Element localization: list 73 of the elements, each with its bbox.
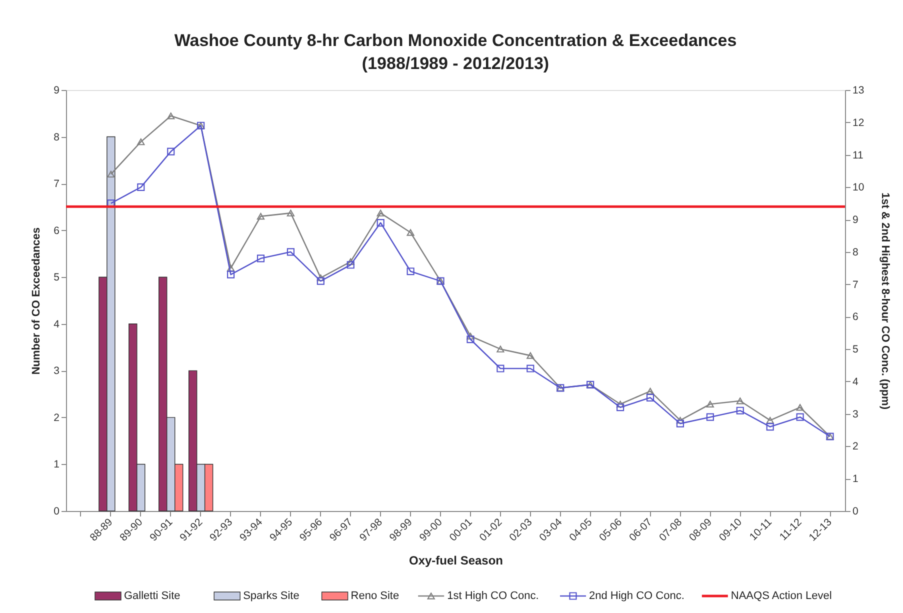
point <box>256 254 265 262</box>
point <box>227 264 235 272</box>
y-tick-label: 0 <box>54 506 60 518</box>
point <box>286 210 294 216</box>
point <box>496 364 504 372</box>
y-axis-title: Number of CO Exceedances <box>30 227 43 375</box>
y-tick-label: 9 <box>54 84 60 96</box>
chart-subtitle: (1988/1989 - 2012/2013) <box>362 54 550 73</box>
legend-label: 2nd High CO Conc. <box>589 590 684 602</box>
point <box>766 416 774 424</box>
point <box>167 148 175 156</box>
point <box>736 406 744 414</box>
point <box>137 138 145 146</box>
y-tick-label: 6 <box>54 224 60 237</box>
point <box>376 210 384 216</box>
point <box>496 346 504 352</box>
point <box>646 394 654 402</box>
y2-tick-label: 9 <box>852 214 858 226</box>
y2-tick-label: 3 <box>852 408 858 420</box>
y2-tick-label: 2 <box>852 440 858 453</box>
point <box>526 352 534 359</box>
y2-tick-label: 8 <box>852 246 858 258</box>
point <box>376 218 384 227</box>
y2-tick-label: 7 <box>852 278 858 291</box>
y2-tick-label: 13 <box>852 84 864 96</box>
y-tick-label: 2 <box>54 412 60 424</box>
point <box>137 183 145 191</box>
legend-label: Reno Site <box>350 590 400 602</box>
x-axis-title: Oxy-fuel Season <box>408 553 504 568</box>
y-tick-label: 3 <box>54 365 60 378</box>
legend-label: 1st High CO Conc. <box>447 590 539 602</box>
y-tick-label: 5 <box>54 272 60 284</box>
y-tick-label: 8 <box>54 131 60 144</box>
point <box>796 404 804 411</box>
point <box>736 398 744 404</box>
point <box>406 268 414 276</box>
point <box>316 274 324 282</box>
point <box>346 258 354 265</box>
y2-tick-label: 5 <box>852 344 858 356</box>
point <box>316 277 324 285</box>
point <box>107 170 115 178</box>
point <box>796 413 804 421</box>
point <box>676 420 684 428</box>
y2-axis-title: 1st & 2nd Highest 8-hour CO Conc. (ppm) <box>879 192 892 410</box>
point <box>466 336 474 344</box>
point <box>256 212 265 220</box>
legend-label: Galletti Site <box>124 590 180 602</box>
y2-tick-label: 4 <box>852 376 858 388</box>
point <box>167 112 175 120</box>
point <box>616 404 624 412</box>
point <box>346 261 354 269</box>
point <box>227 270 235 278</box>
point <box>706 413 714 421</box>
point <box>766 423 774 431</box>
y-tick-label: 7 <box>54 178 60 190</box>
point <box>646 388 654 395</box>
point <box>406 229 414 236</box>
point <box>526 364 534 372</box>
legend-label: Sparks Site <box>243 590 300 602</box>
point <box>466 332 474 340</box>
y2-tick-label: 1 <box>852 473 858 486</box>
y-tick-label: 1 <box>54 458 60 471</box>
chart-title: Washoe County 8-hr Carbon Monoxide Concentration & Exceedances <box>174 31 737 50</box>
y-tick-label: 4 <box>54 318 60 330</box>
point <box>706 400 714 408</box>
y2-tick-label: 11 <box>852 149 864 162</box>
y2-tick-label: 12 <box>852 116 864 129</box>
point <box>676 416 684 424</box>
legend-label: NAAQS Action Level <box>730 590 832 602</box>
y2-tick-label: 6 <box>852 311 858 324</box>
y2-tick-label: 0 <box>852 506 858 518</box>
y2-tick-label: 10 <box>852 182 864 194</box>
point <box>286 248 295 256</box>
